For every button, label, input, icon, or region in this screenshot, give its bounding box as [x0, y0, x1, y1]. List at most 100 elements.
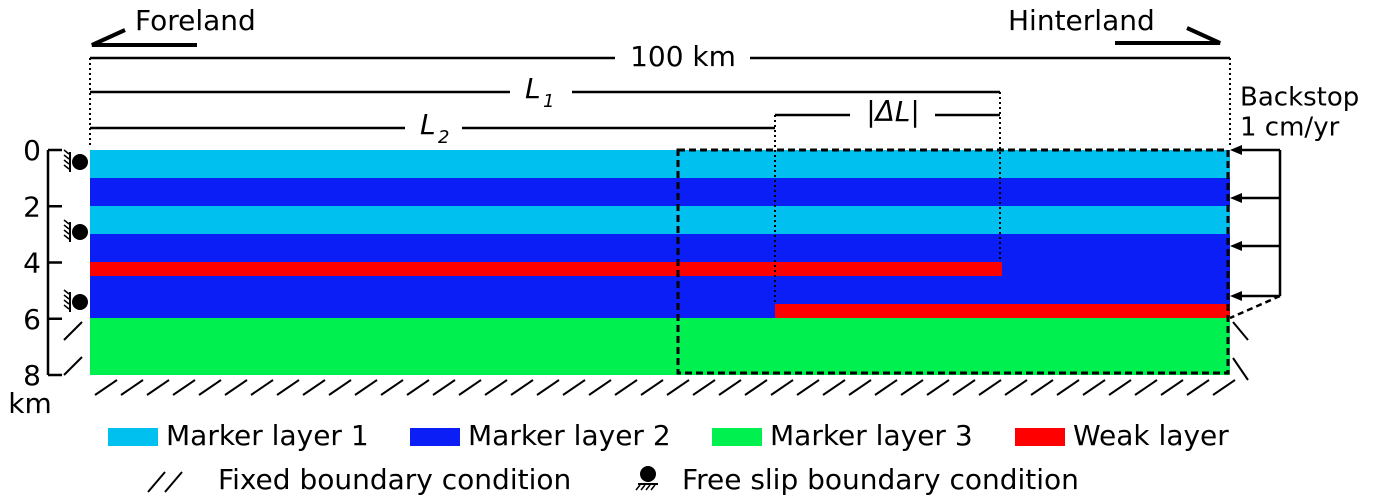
hatch: [797, 380, 819, 395]
slip-symbol: [636, 466, 658, 490]
hatch: [1187, 380, 1209, 395]
legend-swatch: [712, 428, 762, 446]
hatch: [636, 485, 640, 490]
arrow-head: [1230, 291, 1242, 301]
hatch: [381, 380, 403, 395]
roller: [72, 154, 88, 170]
hatch: [355, 380, 377, 395]
hatch: [64, 220, 69, 224]
hatch: [64, 150, 69, 154]
free-slip-boundary: [64, 150, 88, 312]
hatch: [563, 380, 585, 395]
hatch: [459, 380, 481, 395]
hatch: [641, 485, 645, 490]
hatch: [849, 380, 871, 395]
model: [90, 150, 1230, 375]
hatch: [433, 380, 455, 395]
depth-axis: km 02468: [8, 134, 62, 420]
foreland-label: Foreland: [135, 4, 256, 37]
hatch: [1135, 380, 1157, 395]
roller: [72, 294, 88, 310]
hatch: [251, 380, 273, 395]
backstop-rate: 1 cm/yr: [1240, 113, 1340, 143]
hatch: [537, 380, 559, 395]
arrow-head: [1230, 241, 1242, 251]
layer-1: [90, 206, 1230, 234]
hatch: [1213, 380, 1235, 395]
layer-3: [90, 318, 1230, 375]
hinterland-label: Hinterland: [1008, 4, 1155, 37]
diagram: 100 km L 1 L 2 |ΔL| Foreland Hinterland …: [0, 0, 1389, 498]
hatch: [875, 380, 897, 395]
hatch: [64, 165, 69, 169]
dim-l1-sub: 1: [543, 91, 554, 112]
hatch: [719, 380, 741, 395]
hatch: [64, 225, 69, 229]
legend-hatch: [165, 472, 182, 492]
hatch: [64, 322, 82, 340]
hatch: [64, 155, 69, 159]
hatch: [511, 380, 533, 395]
hatch: [329, 380, 351, 395]
hatch: [1083, 380, 1105, 395]
legend-label: Marker layer 1: [166, 419, 369, 452]
hatch: [173, 380, 195, 395]
hatch: [615, 380, 637, 395]
hatch: [667, 380, 689, 395]
legend-swatch: [108, 428, 158, 446]
hatch: [485, 380, 507, 395]
slip-symbol: [64, 290, 88, 312]
legend-hatch: [148, 472, 165, 492]
legend-label: Fixed boundary condition: [218, 463, 571, 496]
hatch: [64, 305, 69, 309]
dim-l1: L: [525, 72, 541, 105]
legend: Marker layer 1Marker layer 2Marker layer…: [108, 419, 1229, 496]
legend-label: Weak layer: [1073, 419, 1229, 452]
hatch: [1031, 380, 1053, 395]
hatch: [64, 300, 69, 304]
hatch: [953, 380, 975, 395]
axis-tick-label: 8: [23, 359, 41, 392]
hatch: [225, 380, 247, 395]
hatch: [641, 380, 663, 395]
backstop-arrows: [1230, 145, 1280, 318]
slip-symbol: [64, 150, 88, 172]
hatch: [64, 160, 69, 164]
backstop-line: [1230, 296, 1280, 318]
dim-l2-sub: 2: [438, 127, 449, 148]
legend-swatch: [410, 428, 460, 446]
weak-layer: [775, 304, 1230, 318]
dim-delta: |ΔL|: [866, 95, 920, 128]
hatch: [1233, 322, 1248, 340]
hatch: [64, 295, 69, 299]
hatch: [199, 380, 221, 395]
roller: [72, 224, 88, 240]
legend-label: Marker layer 2: [468, 419, 671, 452]
arrow-head: [1230, 193, 1242, 203]
dim-total: 100 km: [630, 40, 736, 73]
roller: [640, 466, 656, 482]
hatch: [979, 380, 1001, 395]
hatch: [1057, 380, 1079, 395]
axis-tick-label: 2: [23, 190, 41, 223]
hatch: [64, 290, 69, 294]
weak-layer: [90, 262, 1002, 276]
hatch: [147, 380, 169, 395]
layer-2: [90, 178, 1230, 206]
hatch: [589, 380, 611, 395]
axis-tick-label: 4: [23, 247, 41, 280]
hatch: [95, 380, 117, 395]
hatch: [745, 380, 767, 395]
layer-1: [90, 150, 1230, 178]
hatch: [823, 380, 845, 395]
hatch: [901, 380, 923, 395]
hatch: [407, 380, 429, 395]
hatch: [646, 485, 650, 490]
hatch: [64, 357, 82, 375]
legend-swatch: [1015, 428, 1065, 446]
arrow-head: [1230, 145, 1242, 155]
hatch: [1109, 380, 1131, 395]
hatch: [121, 380, 143, 395]
hatch: [64, 235, 69, 239]
hatch: [651, 485, 655, 490]
